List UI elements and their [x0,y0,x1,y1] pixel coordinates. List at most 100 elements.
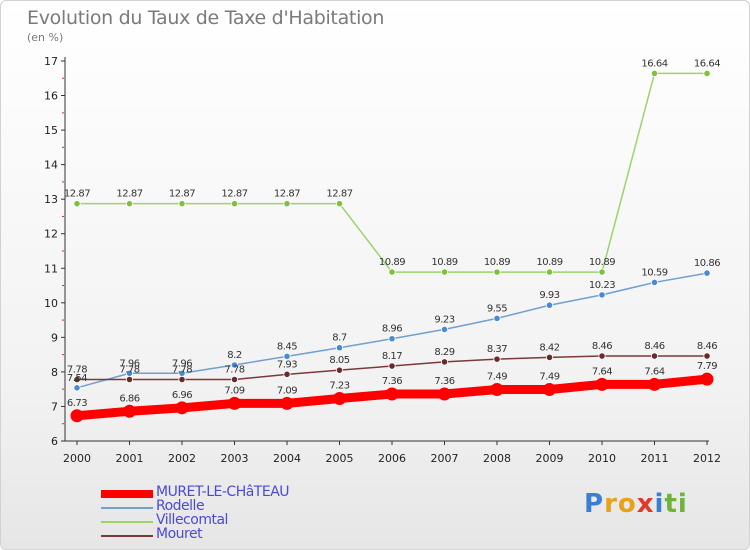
data-label: 7.09 [224,385,244,396]
x-tick-label: 2003 [221,452,249,465]
series-point [125,200,134,208]
x-tick-label: 2011 [641,452,669,465]
data-label: 8.46 [644,341,664,352]
series-point [280,396,294,410]
series-point [438,387,451,401]
series-point [545,353,554,361]
data-label: 8.17 [382,351,402,362]
data-label: 12.87 [326,189,352,200]
data-label: 8.05 [329,355,349,366]
series-point [598,291,606,299]
data-label: 10.86 [694,258,720,269]
chart-title: Evolution du Taux de Taxe d'Habitation [27,7,385,29]
x-tick-label: 2002 [168,452,196,465]
data-label: 8.37 [487,344,507,355]
logo-letter: o [617,489,637,519]
data-label: 8.96 [382,324,402,335]
series-point [490,383,504,397]
legend-swatch-muret-le-chateau [101,490,153,498]
series-point [388,268,396,276]
series-point [703,352,711,360]
logo-letter: i [677,489,688,519]
series-point [335,200,344,208]
data-label: 12.87 [116,189,142,200]
data-label: 7.96 [172,358,192,369]
series-point [73,384,81,392]
data-label: 8.46 [592,341,612,352]
data-label: 6.96 [172,390,192,401]
x-tick-label: 2005 [326,452,354,465]
series-point [335,366,344,374]
series-point [543,383,556,397]
data-label: 7.78 [67,365,87,376]
data-label: 12.87 [274,189,300,200]
series-point [178,200,186,208]
series-point [283,200,291,208]
legend-swatch-mouret [101,535,153,537]
series-point [73,375,81,384]
series-point [230,375,239,384]
data-label: 7.78 [119,365,139,376]
data-label: 7.96 [119,358,139,369]
data-label: 7.49 [487,372,507,383]
series-point [178,375,186,384]
legend-label-muret-le-chateau: MURET-LE-CHâTEAU [156,484,290,500]
series-point [283,370,291,378]
series-point [493,268,501,276]
x-tick-label: 2004 [273,452,301,465]
data-label: 12.87 [221,189,247,200]
data-label: 16.64 [641,58,667,69]
y-tick-label: 14 [44,159,58,172]
x-tick-label: 2009 [536,452,564,465]
series-point [73,200,81,208]
y-tick-label: 16 [44,90,58,103]
series-point [230,200,239,208]
x-tick-label: 2010 [588,452,616,465]
data-label: 6.86 [119,393,139,404]
y-tick-label: 10 [44,297,58,310]
y-tick-label: 7 [51,400,58,413]
series-point [440,325,449,334]
series-point [388,362,396,370]
data-label: 10.89 [379,257,405,268]
y-tick-label: 13 [44,193,58,206]
series-point [650,69,659,78]
data-label: 10.59 [641,267,667,278]
legend-swatch-rodelle [101,507,153,509]
series-point [595,377,609,391]
data-label: 8.29 [434,347,454,358]
data-label: 7.93 [277,359,297,370]
series-point [700,372,714,386]
data-label: 7.78 [172,365,192,376]
series-point [385,387,399,401]
series-point [230,361,239,369]
data-label: 10.23 [589,280,615,291]
y-tick-label: 9 [51,331,58,344]
x-tick-label: 2006 [378,452,406,465]
series-point [440,358,449,366]
y-tick-label: 15 [44,124,58,137]
series-point [703,69,711,78]
data-label: 6.73 [67,398,87,409]
series-point [335,344,344,352]
y-tick-label: 6 [51,435,58,448]
data-label: 7.64 [644,366,664,377]
series-point [333,392,346,406]
chart-subtitle: (en %) [27,31,64,44]
data-label: 8.7 [332,333,347,344]
y-tick-label: 17 [44,55,58,68]
y-tick-label: 8 [51,366,58,379]
proxiti-logo: Proxiti [584,489,688,519]
data-label: 8.42 [539,342,559,353]
data-label: 7.54 [67,373,87,384]
legend-label-rodelle: Rodelle [156,498,205,514]
x-tick-label: 2007 [431,452,459,465]
data-label: 12.87 [169,189,195,200]
series-point [388,335,396,343]
data-label: 10.89 [484,257,510,268]
logo-letter: x [636,489,655,519]
series-point [650,352,659,360]
series-point [493,314,501,322]
